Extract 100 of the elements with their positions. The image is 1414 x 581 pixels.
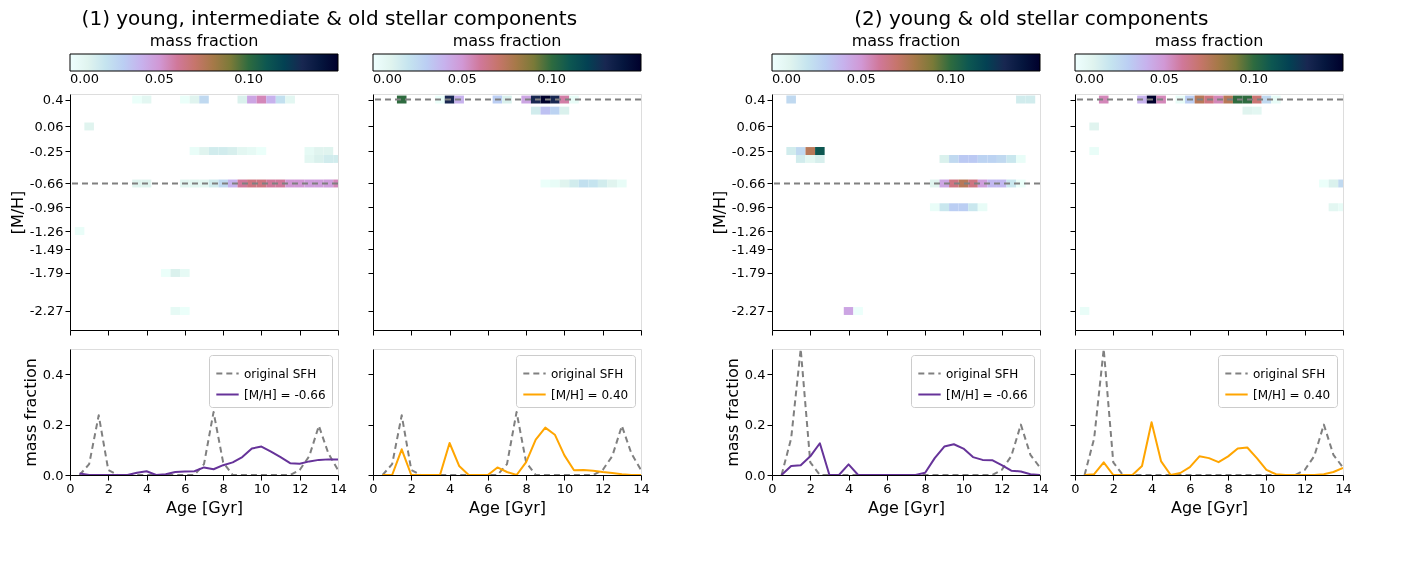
point — [170, 307, 181, 315]
y-tick-label: 0.4 — [744, 366, 766, 382]
x-axis-title: Age [Gyr] — [868, 497, 945, 517]
point — [199, 95, 209, 104]
legend-label: [M/H] = -0.66 — [244, 387, 326, 402]
point — [786, 95, 796, 104]
x-tick-label: 0 — [66, 480, 75, 496]
legend-label: original SFH — [1253, 366, 1326, 381]
y-tick-label: -0.25 — [29, 143, 64, 159]
point — [180, 307, 190, 315]
x-tick-label: 0 — [768, 480, 777, 496]
x-tick-label: 8 — [1224, 480, 1233, 496]
color-bar-title: mass fraction — [851, 31, 961, 50]
line-series — [78, 445, 338, 475]
y-tick-label: 0.4 — [42, 366, 64, 382]
point — [843, 307, 854, 315]
color-bar-label: 0.10 — [936, 71, 966, 86]
point — [805, 147, 816, 155]
y-tick-label: 0.2 — [744, 417, 766, 433]
color-bar-title: mass fraction — [452, 31, 562, 50]
x-tick-label: 8 — [219, 480, 228, 496]
x-tick-label: 0 — [1071, 480, 1080, 496]
point — [180, 269, 190, 277]
color-bar-label: 0.00 — [772, 71, 801, 86]
x-axis-title: Age [Gyr] — [469, 497, 546, 517]
point — [786, 147, 796, 155]
y-tick-label: 0.06 — [736, 118, 766, 134]
point — [314, 154, 324, 163]
y-axis-title: mass fraction — [20, 358, 40, 467]
point — [1025, 95, 1036, 104]
point — [795, 154, 806, 163]
point — [84, 122, 94, 131]
x-tick-label: 8 — [522, 480, 531, 496]
point — [805, 154, 816, 163]
point — [256, 147, 267, 155]
y-tick-label: 0.2 — [42, 417, 64, 433]
legend-label: [M/H] = -0.66 — [946, 387, 1028, 402]
point — [304, 154, 315, 163]
point — [996, 154, 1007, 163]
point — [237, 147, 248, 155]
point — [1242, 106, 1253, 115]
x-tick-label: 2 — [1109, 480, 1118, 496]
color-bar-title: mass fraction — [1154, 31, 1264, 50]
y-tick-label: -0.96 — [29, 199, 64, 215]
point — [237, 95, 248, 104]
x-tick-label: 12 — [1296, 480, 1314, 496]
x-tick-label: 4 — [445, 480, 455, 496]
point — [1089, 122, 1099, 131]
point — [1319, 179, 1329, 188]
point — [1328, 203, 1339, 212]
point — [949, 154, 959, 163]
point — [141, 95, 152, 104]
point — [977, 154, 988, 163]
point — [323, 154, 334, 163]
x-tick-label: 12 — [291, 480, 309, 496]
y-tick-label: -0.25 — [731, 143, 766, 159]
point — [815, 154, 825, 163]
legend-label: [M/H] = 0.40 — [1253, 387, 1331, 402]
y-tick-label: 0.4 — [744, 92, 766, 108]
y-tick-label: -1.49 — [29, 241, 64, 257]
point — [987, 154, 997, 163]
y-tick-label: -1.79 — [731, 265, 766, 281]
y-axis-title: mass fraction — [722, 358, 742, 467]
y-tick-label: 0.0 — [42, 467, 64, 483]
y-tick-label: -2.27 — [731, 303, 766, 319]
point — [968, 203, 978, 212]
point — [199, 147, 209, 155]
x-tick-label: 10 — [955, 480, 973, 496]
point — [304, 147, 315, 155]
point — [968, 154, 978, 163]
point — [929, 203, 940, 212]
line-series — [78, 411, 338, 475]
x-tick-label: 10 — [556, 480, 574, 496]
color-bar-label: 0.10 — [537, 71, 567, 86]
color-bar-label: 0.05 — [846, 71, 876, 86]
point — [795, 147, 806, 155]
x-tick-label: 14 — [1335, 480, 1352, 496]
point — [939, 154, 950, 163]
chart-title: (2) young & old stellar components — [854, 5, 1209, 30]
x-tick-label: 2 — [407, 480, 416, 496]
x-tick-label: 2 — [104, 480, 113, 496]
color-bar-title: mass fraction — [149, 31, 259, 50]
point — [977, 203, 988, 212]
y-axis-title: [M/H] — [709, 190, 729, 235]
point — [160, 269, 171, 277]
x-tick-label: 4 — [1147, 480, 1157, 496]
color-bar-label: 0.00 — [70, 71, 99, 86]
color-bar-label: 0.10 — [1239, 71, 1269, 86]
x-tick-label: 8 — [921, 480, 930, 496]
point — [1016, 95, 1026, 104]
x-tick-label: 6 — [181, 480, 190, 496]
point — [958, 203, 969, 212]
x-tick-label: 10 — [253, 480, 271, 496]
point — [939, 203, 950, 212]
line-series — [780, 442, 1040, 475]
point — [208, 147, 219, 155]
color-bar-label: 0.00 — [373, 71, 402, 86]
legend-label: [M/H] = 0.40 — [551, 387, 629, 402]
y-tick-label: 0.0 — [744, 467, 766, 483]
x-tick-label: 4 — [142, 480, 152, 496]
